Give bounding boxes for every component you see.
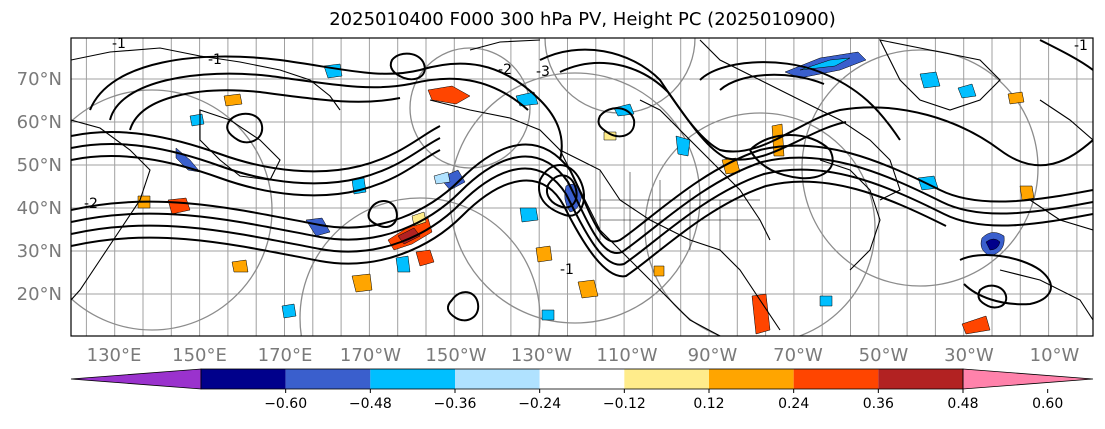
longitude-label: 50°W (859, 345, 909, 366)
height-contours (71, 39, 1093, 322)
colorbar-segment (624, 369, 709, 389)
latitude-label: 50°N (17, 155, 62, 176)
latitude-labels: 70°N 60°N 50°N 40°N 30°N 20°N (17, 69, 62, 305)
colorbar-tick-labels: −0.60 −0.48 −0.36 −0.24 −0.12 0.12 0.24 0.36 0.4… (264, 389, 1063, 412)
longitude-label: 30°W (944, 345, 994, 366)
colorbar-extend-low (70, 368, 202, 390)
longitude-label: 90°W (688, 345, 738, 366)
colorbar-tick-label: −0.24 (518, 396, 561, 412)
longitude-label: 110°W (596, 345, 657, 366)
longitude-label: 10°W (1030, 345, 1080, 366)
longitude-label: 130°W (511, 345, 572, 366)
latitude-label: 20°N (17, 284, 62, 305)
colorbar-outline (200, 368, 964, 390)
colorbar-segment (878, 369, 963, 389)
latitude-label: 30°N (17, 241, 62, 262)
longitude-label: 70°W (773, 345, 823, 366)
map-border (70, 37, 1094, 337)
longitude-label: 150°W (425, 345, 486, 366)
colorbar-tick-label: −0.60 (264, 396, 307, 412)
latitude-label: 40°N (17, 198, 62, 219)
colorbar-segment (285, 369, 371, 389)
colorbar-segment (539, 369, 625, 389)
latitude-label: 60°N (17, 112, 62, 133)
longitude-labels: 130°E 150°E 170°E 170°W 150°W 130°W 110°W 90°W 7… (87, 345, 1080, 366)
longitude-label: 170°W (340, 345, 401, 366)
colorbar (70, 368, 1094, 390)
colorbar-tick-label: 0.36 (863, 396, 894, 412)
contour-label: -2 (498, 62, 512, 78)
colorbar-segment (793, 369, 879, 389)
colorbar-segment (709, 369, 794, 389)
contour-label: -1 (112, 36, 126, 52)
colorbar-extend-high (962, 368, 1094, 390)
colorbar-segment (455, 369, 540, 389)
colorbar-tick-label: −0.36 (434, 396, 477, 412)
pv-anomaly-patches (137, 51, 1035, 335)
colorbar-tick-label: −0.48 (349, 396, 392, 412)
contour-label: -1 (208, 52, 222, 68)
map-title: 2025010400 F000 300 hPa PV, Height PC (2… (329, 9, 836, 30)
contour-label: -1 (1074, 38, 1088, 54)
latitude-label: 70°N (17, 69, 62, 90)
colorbar-segment (201, 369, 286, 389)
colorbar-tick-label: 0.24 (778, 396, 809, 412)
contour-label: -3 (536, 64, 550, 80)
contour-label: -2 (84, 196, 98, 212)
colorbar-tick-label: 0.60 (1032, 396, 1063, 412)
longitude-label: 130°E (87, 345, 142, 366)
colorbar-tick-label: 0.12 (693, 396, 724, 412)
colorbar-tick-label: −0.12 (603, 396, 646, 412)
longitude-label: 150°E (172, 345, 227, 366)
graticule (71, 38, 1093, 336)
contour-labels: -1 -1 -2 -3 -2 -1 -1 (84, 36, 1088, 278)
colorbar-tick-label: 0.48 (947, 396, 978, 412)
colorbar-segment (370, 369, 455, 389)
state-borders (599, 170, 760, 250)
longitude-label: 170°E (258, 345, 313, 366)
contour-label: -1 (560, 262, 574, 278)
